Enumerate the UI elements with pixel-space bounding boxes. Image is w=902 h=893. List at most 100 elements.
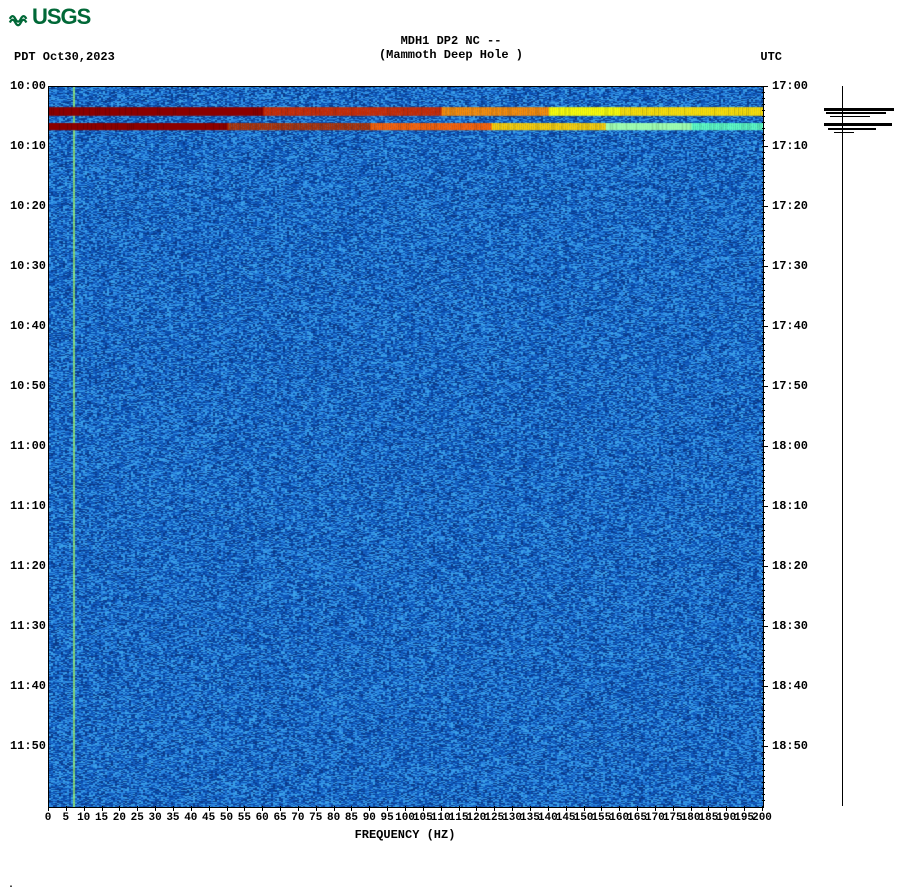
x-tick: 195 xyxy=(734,812,754,824)
minor-tick xyxy=(762,788,765,789)
tick-mark xyxy=(762,446,768,447)
tick-mark xyxy=(762,626,768,627)
tick-mark xyxy=(369,806,370,811)
minor-tick xyxy=(762,704,765,705)
x-tick: 140 xyxy=(538,812,558,824)
tick-mark xyxy=(209,806,210,811)
minor-tick xyxy=(762,734,765,735)
minor-tick xyxy=(762,794,765,795)
y-left-tick: 11:10 xyxy=(10,499,46,513)
minor-tick xyxy=(762,116,765,117)
tick-mark xyxy=(173,806,174,811)
minor-tick xyxy=(762,470,765,471)
tick-mark xyxy=(762,146,768,147)
x-tick: 120 xyxy=(466,812,486,824)
minor-tick xyxy=(762,650,765,651)
minor-tick xyxy=(762,590,765,591)
minor-tick xyxy=(762,464,765,465)
minor-tick xyxy=(762,608,765,609)
minor-tick xyxy=(762,716,765,717)
x-tick: 170 xyxy=(645,812,665,824)
minor-tick xyxy=(762,224,765,225)
minor-tick xyxy=(762,110,765,111)
tick-mark xyxy=(494,806,495,811)
tick-mark xyxy=(66,806,67,811)
minor-tick xyxy=(762,338,765,339)
y-axis-left: 10:0010:1010:2010:3010:4010:5011:0011:10… xyxy=(0,86,48,806)
y-right-tick: 17:20 xyxy=(772,199,808,213)
minor-tick xyxy=(762,374,765,375)
minor-tick xyxy=(762,638,765,639)
x-axis: FREQUENCY (HZ) 0510152025303540455055606… xyxy=(48,806,762,856)
minor-tick xyxy=(762,152,765,153)
minor-tick xyxy=(762,668,765,669)
x-tick: 35 xyxy=(166,812,179,824)
y-right-tick: 17:00 xyxy=(772,79,808,93)
tick-mark xyxy=(459,806,460,811)
tick-mark xyxy=(102,806,103,811)
tick-mark xyxy=(762,386,768,387)
x-tick: 150 xyxy=(574,812,594,824)
minor-tick xyxy=(762,128,765,129)
tick-mark xyxy=(762,206,768,207)
x-tick: 25 xyxy=(131,812,144,824)
minor-tick xyxy=(762,554,765,555)
y-left-tick: 10:00 xyxy=(10,79,46,93)
x-tick: 100 xyxy=(395,812,415,824)
y-right-tick: 18:20 xyxy=(772,559,808,573)
tick-mark xyxy=(566,806,567,811)
minor-tick xyxy=(762,194,765,195)
minor-tick xyxy=(762,260,765,261)
tick-mark xyxy=(119,806,120,811)
minor-tick xyxy=(762,440,765,441)
minor-tick xyxy=(762,800,765,801)
minor-tick xyxy=(762,92,765,93)
minor-tick xyxy=(762,170,765,171)
x-tick: 60 xyxy=(256,812,269,824)
y-right-tick: 18:50 xyxy=(772,739,808,753)
tick-mark xyxy=(48,806,49,811)
minor-tick xyxy=(762,368,765,369)
minor-tick xyxy=(762,236,765,237)
x-tick: 55 xyxy=(238,812,251,824)
tick-mark xyxy=(155,806,156,811)
minor-tick xyxy=(762,212,765,213)
minor-tick xyxy=(762,362,765,363)
x-tick: 30 xyxy=(148,812,161,824)
x-tick: 65 xyxy=(273,812,286,824)
x-tick: 0 xyxy=(45,812,52,824)
minor-tick xyxy=(762,596,765,597)
tick-mark xyxy=(762,746,768,747)
y-left-tick: 10:20 xyxy=(10,199,46,213)
minor-tick xyxy=(762,410,765,411)
y-left-tick: 10:10 xyxy=(10,139,46,153)
minor-tick xyxy=(762,632,765,633)
minor-tick xyxy=(762,548,765,549)
y-left-tick: 11:30 xyxy=(10,619,46,633)
minor-tick xyxy=(762,200,765,201)
minor-tick xyxy=(762,320,765,321)
x-tick: 165 xyxy=(627,812,647,824)
tick-mark xyxy=(227,806,228,811)
tick-mark xyxy=(530,806,531,811)
minor-tick xyxy=(762,332,765,333)
waveform-burst xyxy=(830,116,870,117)
x-tick: 50 xyxy=(220,812,233,824)
minor-tick xyxy=(762,392,765,393)
waveform-panel xyxy=(824,86,894,806)
x-tick: 115 xyxy=(449,812,469,824)
y-left-tick: 11:40 xyxy=(10,679,46,693)
tick-mark xyxy=(691,806,692,811)
y-right-tick: 17:30 xyxy=(772,259,808,273)
y-left-tick: 10:40 xyxy=(10,319,46,333)
minor-tick xyxy=(762,680,765,681)
minor-tick xyxy=(762,578,765,579)
minor-tick xyxy=(762,536,765,537)
tick-mark xyxy=(191,806,192,811)
y-left-tick: 10:30 xyxy=(10,259,46,273)
tick-mark xyxy=(762,686,768,687)
minor-tick xyxy=(762,272,765,273)
usgs-logo: USGS xyxy=(8,4,90,30)
minor-tick xyxy=(762,284,765,285)
minor-tick xyxy=(762,452,765,453)
